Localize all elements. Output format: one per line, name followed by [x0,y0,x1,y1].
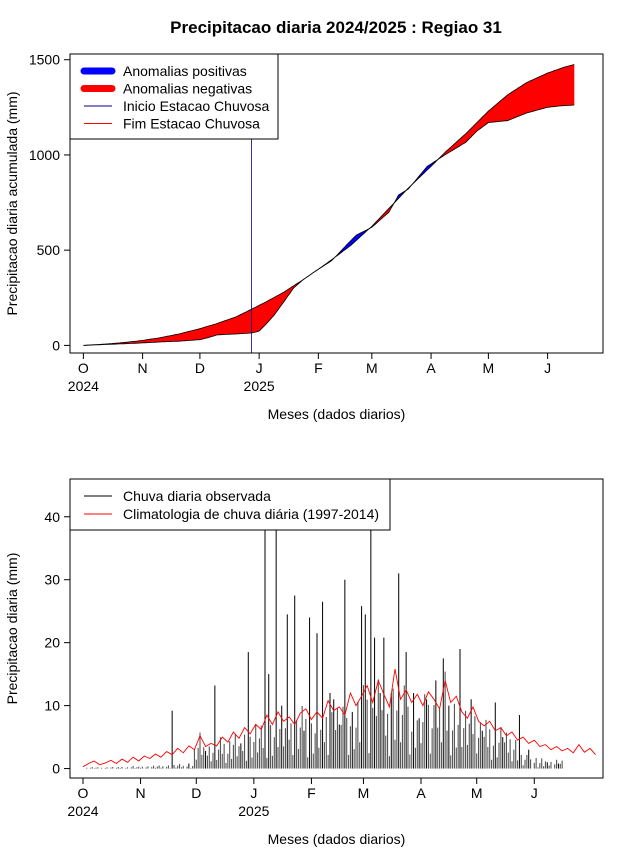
legend-label: Anomalias negativas [123,81,252,97]
observed-cumulative-line [83,104,575,346]
x-tick-label: F [314,360,323,376]
figure-title: Precipitacao diaria 2024/2025 : Regiao 3… [170,18,502,37]
y-tick-label: 1500 [29,52,60,68]
x-axis-label: Meses (dados diarios) [268,831,406,847]
y-tick-label: 20 [44,635,60,651]
x-tick-year-label: 2025 [238,803,269,819]
y-tick-label: 0 [52,761,60,777]
legend-label: Anomalias positivas [123,63,247,79]
positive-anomaly-area [335,228,370,257]
y-tick-label: 10 [44,698,60,714]
x-tick-label: F [307,785,316,801]
y-axis-label: Precipitacao diaria (mm) [4,553,20,705]
x-tick-label: A [416,785,426,801]
climatology-daily-line [82,669,596,768]
x-tick-year-label: 2024 [68,378,99,394]
x-tick-label: M [483,360,495,376]
y-tick-label: 30 [44,572,60,588]
x-tick-label: J [256,360,263,376]
x-tick-label: M [471,785,483,801]
plot-frame [69,53,604,354]
x-axis-label: Meses (dados diarios) [268,406,406,422]
legend: Anomalias positivas Anomalias negativasIn… [69,53,279,140]
x-tick-label: O [78,785,89,801]
legend-label: Chuva diaria observada [123,488,271,504]
negative-anomaly-area [85,279,304,346]
cumulative-panel: 0 500 1000 1500 O 2024 N D J 2025 F M A M J Meses (dado… [4,52,604,422]
x-tick-label: D [195,360,205,376]
y-axis-label: Precipitacao diaria acumulada (mm) [4,91,20,315]
daily-bars [86,496,563,769]
x-tick-label: N [138,360,148,376]
legend-box [69,478,391,531]
x-tick-label: A [426,360,436,376]
legend: Chuva diaria observada Climatologia de ch… [69,478,391,531]
legend-label: Inicio Estacao Chuvosa [123,98,270,114]
legend-label: Fim Estacao Chuvosa [123,116,260,132]
legend-label: Climatologia de chuva diária (1997-2014) [123,506,379,522]
x-tick-label: M [358,785,370,801]
x-tick-label: O [78,360,89,376]
x-tick-label: D [191,785,201,801]
x-tick-year-label: 2024 [67,803,98,819]
y-tick-label: 500 [37,242,61,258]
y-tick-label: 40 [44,509,60,525]
climatology-cumulative-line [83,64,575,346]
x-tick-label: J [250,785,257,801]
x-tick-label: N [136,785,146,801]
x-tick-label: M [366,360,378,376]
y-tick-label: 1000 [29,147,60,163]
negative-anomaly-area [438,64,575,159]
daily-panel: 0 10 20 30 40 O 2024 N D J 2025 F M A M J Meses (dados d… [4,478,604,847]
x-tick-year-label: 2025 [244,378,275,394]
x-tick-label: J [531,785,538,801]
x-tick-label: J [544,360,551,376]
y-tick-label: 0 [52,337,60,353]
